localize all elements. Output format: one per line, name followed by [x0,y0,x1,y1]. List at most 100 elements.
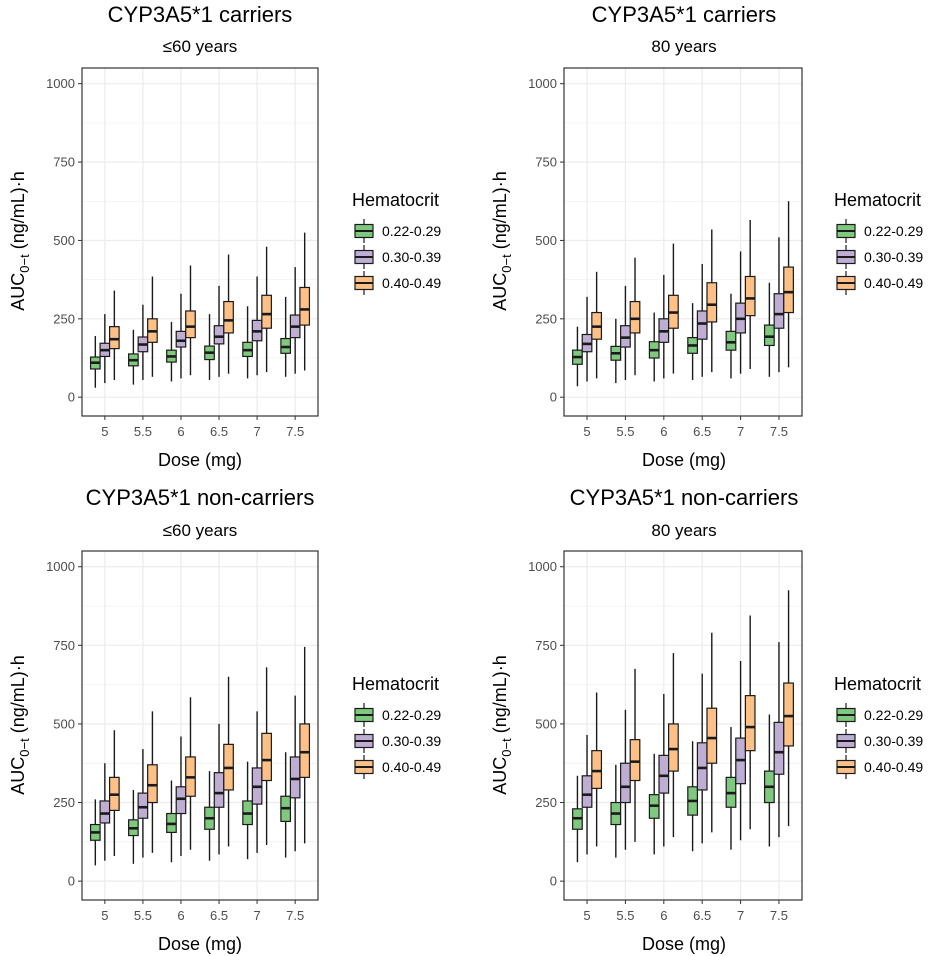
box-body [620,762,631,804]
legend-title: Hematocrit [834,190,921,210]
box-body [108,326,120,350]
y-tick-label: 500 [535,716,557,731]
legend-title: Hematocrit [352,674,439,694]
x-tick-label: 5 [583,424,590,439]
box-body [763,324,775,347]
panel-subtitle: ≤60 years [163,521,238,540]
legend-label: 0.30-0.39 [864,249,923,265]
box-body [223,300,234,334]
y-tick-label: 750 [535,155,557,170]
x-tick-label: 5.5 [134,908,152,923]
legend-label: 0.40-0.49 [864,759,923,775]
legend-label: 0.30-0.39 [382,733,441,749]
panel-carriers-80: CYP3A5*1 carriers 80 years 0 250 500 750 100… [490,2,923,470]
panel-border [563,550,803,901]
y-tick-label: 0 [68,874,75,889]
y-tick-label: 750 [535,638,557,653]
legend-label: 0.22-0.29 [864,707,923,723]
x-tick-label: 5 [101,908,108,923]
legend: Hematocrit 0.22-0.29 0.30-0.39 0.40-0.49 [834,190,923,295]
x-axis-label: Dose (mg) [158,450,242,470]
box-body [658,754,670,794]
plot-background [82,551,318,900]
x-tick-label: 5.5 [616,908,634,923]
legend-label: 0.30-0.39 [382,249,441,265]
y-tick-label: 1000 [46,76,75,91]
x-tick-label: 5.5 [134,424,152,439]
x-tick-label: 7 [253,424,260,439]
x-tick-label: 7.5 [286,424,304,439]
plot-background [564,551,802,900]
legend-label: 0.22-0.29 [382,223,441,239]
box-body [289,756,301,799]
legend-label: 0.40-0.49 [382,275,441,291]
box-body [783,682,794,747]
y-tick-label: 250 [535,795,557,810]
y-tick-label: 750 [53,638,75,653]
box-body [783,266,794,314]
x-tick-label: 5 [101,424,108,439]
x-tick-label: 6.5 [210,908,228,923]
y-tick-label: 500 [535,233,557,248]
x-tick-label: 6 [660,424,667,439]
box-body [213,325,225,345]
x-axis-label: Dose (mg) [642,450,726,470]
legend-label: 0.30-0.39 [864,733,923,749]
y-tick-label: 0 [550,874,557,889]
y-tick-label: 1000 [528,559,557,574]
box-body [99,800,111,824]
x-tick-label: 6 [177,424,184,439]
x-tick-label: 5.5 [616,424,634,439]
legend: Hematocrit 0.22-0.29 0.30-0.39 0.40-0.49 [352,190,441,295]
y-tick-label: 1000 [528,76,557,91]
box-body [213,772,225,808]
y-tick-label: 0 [68,390,75,405]
y-tick-label: 250 [535,311,557,326]
x-tick-label: 7.5 [770,908,788,923]
x-tick-label: 5 [583,908,590,923]
box-body [696,310,708,340]
legend-label: 0.22-0.29 [864,223,923,239]
panel-noncarriers-60: CYP3A5*1 non-carriers ≤60 years 0 250 500 7… [8,485,441,954]
x-tick-label: 7.5 [286,908,304,923]
panel-title: CYP3A5*1 non-carriers [570,485,799,510]
panel-title: CYP3A5*1 carriers [108,2,293,27]
y-tick-label: 250 [53,795,75,810]
box-body [261,294,272,329]
box-body [696,742,708,791]
box-body [773,293,785,329]
legend-label: 0.40-0.49 [864,275,923,291]
box-body [137,792,149,819]
box-body [175,786,187,815]
y-tick-label: 250 [53,311,75,326]
box-body [175,330,187,348]
box-body [668,723,679,772]
y-tick-label: 750 [53,155,75,170]
x-tick-label: 6 [660,908,667,923]
box-body [299,723,311,778]
box-body [629,739,641,782]
panel-border [81,67,319,417]
plot-background [82,68,318,416]
box-body [629,300,641,334]
panel-carriers-60: CYP3A5*1 carriers ≤60 years 0 250 500 750 10… [8,2,441,470]
y-axis-label: AUC0−t (ng/mL)·h [8,171,32,310]
box-body [261,732,272,782]
panel-border [563,67,803,417]
x-tick-label: 6.5 [693,424,711,439]
box-body [706,707,718,764]
y-axis-label: AUC0−t (ng/mL)·h [8,655,32,794]
plot-background [564,68,802,416]
x-axis-label: Dose (mg) [158,934,242,954]
panel-title: CYP3A5*1 non-carriers [86,485,315,510]
box-body [299,286,311,326]
legend: Hematocrit 0.22-0.29 0.30-0.39 0.40-0.49 [834,674,923,779]
y-tick-label: 500 [53,233,75,248]
y-axis-label: AUC0−t (ng/mL)·h [490,171,514,310]
x-tick-label: 7 [737,908,744,923]
panel-border [81,550,319,901]
box-body [581,775,593,808]
x-tick-label: 7 [253,908,260,923]
panel-subtitle: 80 years [651,37,716,56]
